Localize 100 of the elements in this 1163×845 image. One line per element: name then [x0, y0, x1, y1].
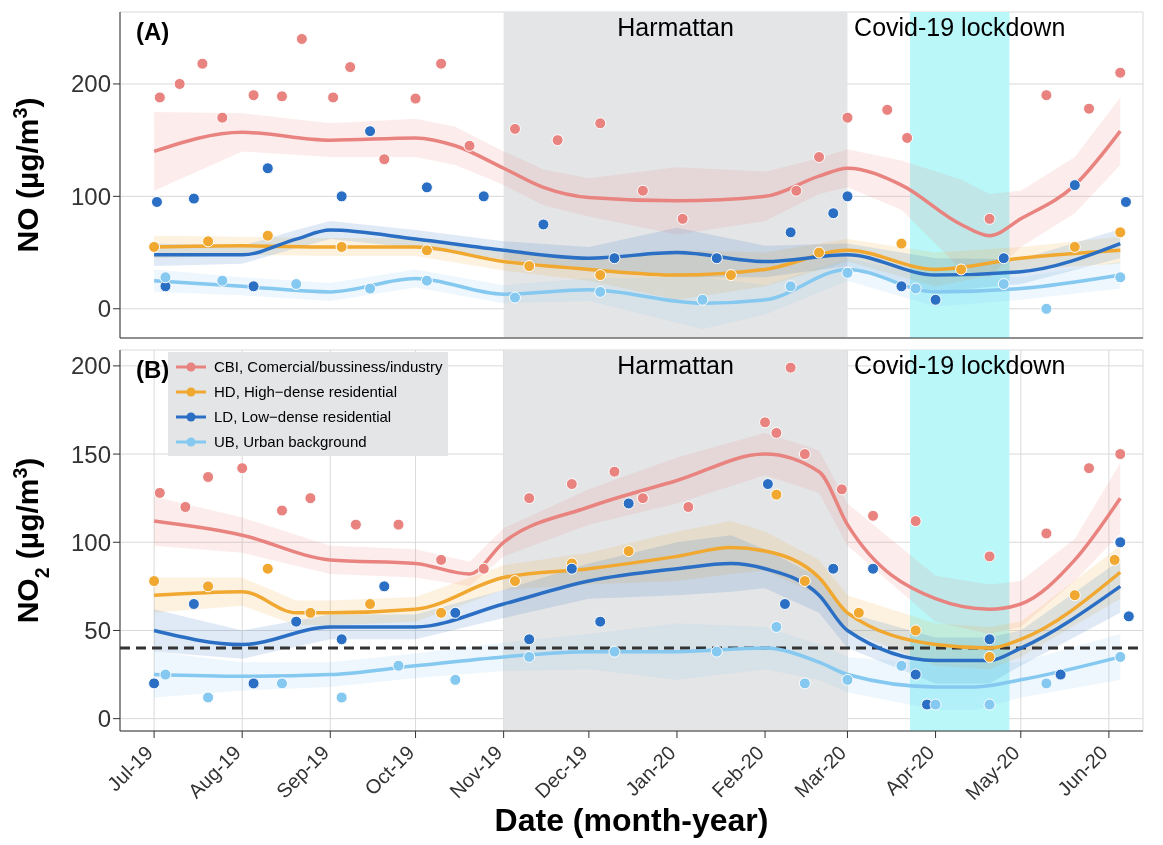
point — [435, 606, 448, 619]
point — [236, 462, 249, 475]
point — [608, 252, 621, 265]
point — [827, 207, 840, 220]
point — [841, 673, 854, 686]
point — [449, 606, 462, 619]
point — [261, 229, 274, 242]
point — [895, 237, 908, 250]
point — [364, 598, 377, 610]
point — [364, 125, 377, 138]
point — [983, 698, 996, 711]
point — [622, 497, 635, 510]
y-tick-label: 50 — [84, 616, 111, 644]
point — [1040, 89, 1053, 102]
point — [622, 545, 635, 558]
point — [1108, 553, 1121, 566]
point — [841, 190, 854, 203]
point — [798, 448, 811, 461]
point — [835, 483, 848, 496]
legend-label: UB, Urban background — [214, 433, 367, 450]
band-label: Harmattan — [617, 350, 734, 379]
point — [463, 139, 476, 152]
point — [551, 134, 564, 147]
point — [335, 240, 348, 253]
line-series — [152, 561, 1123, 663]
point — [187, 192, 200, 205]
point — [710, 645, 723, 658]
point — [179, 500, 192, 513]
point — [247, 89, 260, 102]
point — [895, 280, 908, 293]
point — [275, 90, 288, 103]
point — [304, 606, 317, 619]
point — [594, 285, 607, 298]
point — [247, 677, 260, 690]
point — [1114, 448, 1127, 461]
point — [909, 668, 922, 681]
point — [983, 550, 996, 563]
point — [335, 190, 348, 203]
point — [784, 280, 797, 293]
point — [1122, 610, 1135, 623]
point — [1114, 66, 1127, 79]
point — [349, 518, 362, 531]
y-tick-label: 100 — [70, 528, 111, 556]
point — [150, 195, 163, 208]
point — [696, 293, 709, 306]
point — [420, 181, 433, 194]
point — [202, 471, 215, 483]
band-label: Covid-19 lockdown — [854, 350, 1066, 379]
y-tick-label: 100 — [70, 182, 111, 210]
point — [449, 673, 462, 686]
point — [909, 515, 922, 528]
point — [364, 282, 377, 295]
point — [1040, 527, 1053, 540]
point — [247, 280, 260, 293]
band-label: Covid-19 lockdown — [854, 12, 1066, 41]
point — [676, 212, 689, 225]
point — [1068, 179, 1081, 192]
point — [196, 57, 209, 70]
point — [344, 61, 357, 74]
point — [1054, 668, 1067, 681]
point — [594, 269, 607, 282]
point — [710, 252, 723, 265]
point — [392, 659, 405, 672]
point — [983, 633, 996, 646]
annotation: (B) — [136, 356, 170, 384]
point — [813, 151, 826, 164]
point — [594, 117, 607, 130]
point — [187, 598, 200, 610]
point — [216, 274, 229, 287]
point — [841, 266, 854, 279]
point — [261, 162, 274, 175]
point — [392, 518, 405, 531]
point — [761, 478, 774, 491]
point — [523, 492, 536, 505]
point — [790, 184, 803, 197]
point — [608, 465, 621, 478]
point — [153, 91, 166, 104]
point — [929, 293, 942, 306]
point — [202, 580, 215, 593]
point — [1040, 677, 1053, 690]
point — [290, 278, 303, 291]
point — [409, 92, 422, 105]
point — [290, 615, 303, 628]
point — [523, 260, 536, 273]
point — [1068, 240, 1081, 253]
point — [813, 246, 826, 259]
point — [895, 659, 908, 672]
point — [1083, 102, 1096, 115]
point — [378, 580, 391, 593]
point — [1114, 271, 1127, 284]
point — [841, 111, 854, 124]
point — [1114, 650, 1127, 663]
point — [636, 184, 649, 197]
point — [153, 486, 166, 499]
point — [508, 291, 521, 304]
line-series — [152, 452, 1123, 612]
y-tick-label: 150 — [70, 440, 111, 468]
point — [261, 562, 274, 575]
point — [983, 650, 996, 663]
point — [477, 190, 490, 203]
